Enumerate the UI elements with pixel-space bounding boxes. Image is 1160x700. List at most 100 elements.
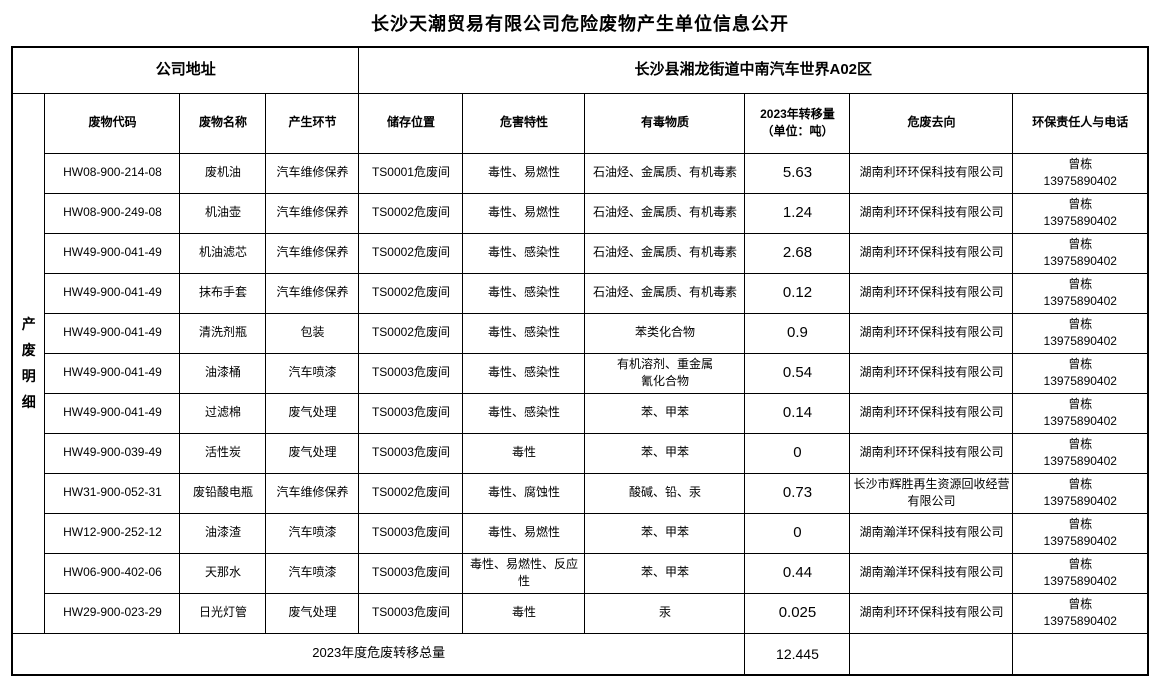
- cell-contact: 曾栋 13975890402: [1012, 272, 1149, 314]
- contact-name: 曾栋: [1068, 477, 1093, 492]
- cell-toxic-substance: 石油烃、金属质、有机毒素: [584, 272, 746, 314]
- cell-toxic-substance: 苯、甲苯: [584, 512, 746, 554]
- table-row: HW49-900-041-49 过滤棉 废气处理 TS0003危废间 毒性、感染性 苯、甲…: [12, 392, 1149, 434]
- contact-name: 曾栋: [1068, 597, 1093, 612]
- cell-waste-name: 油漆渣: [179, 512, 267, 554]
- table-row: HW49-900-041-49 抹布手套 汽车维修保养 TS0002危废间 毒性、感染性…: [12, 272, 1149, 314]
- total-value: 12.445: [744, 632, 851, 676]
- cell-waste-name: 机油壶: [179, 192, 267, 234]
- contact-name: 曾栋: [1068, 277, 1093, 292]
- cell-waste-name: 活性炭: [179, 432, 267, 474]
- cell-storage-location: TS0002危废间: [358, 472, 464, 514]
- cell-contact: 曾栋 13975890402: [1012, 432, 1149, 474]
- cell-waste-name: 日光灯管: [179, 592, 267, 634]
- cell-transfer-amount: 0.025: [744, 592, 851, 634]
- cell-waste-code: HW06-900-402-06: [44, 552, 181, 594]
- col-header-hazard-traits: 危害特性: [462, 92, 586, 154]
- cell-transfer-amount: 2.68: [744, 232, 851, 274]
- cell-contact: 曾栋 13975890402: [1012, 152, 1149, 194]
- cell-hazard-traits: 毒性: [462, 592, 586, 634]
- cell-contact: 曾栋 13975890402: [1012, 192, 1149, 234]
- cell-waste-name: 天那水: [179, 552, 267, 594]
- table-row: HW49-900-041-49 机油滤芯 汽车维修保养 TS0002危废间 毒性、感染性…: [12, 232, 1149, 274]
- table-row: HW49-900-041-49 油漆桶 汽车喷漆 TS0003危废间 毒性、感染性 有机溶…: [12, 352, 1149, 394]
- table-row: HW49-900-039-49 活性炭 废气处理 TS0003危废间 毒性 苯、甲苯 0 湖南…: [12, 432, 1149, 474]
- cell-hazard-traits: 毒性、感染性: [462, 232, 586, 274]
- cell-storage-location: TS0002危废间: [358, 312, 464, 354]
- cell-contact: 曾栋 13975890402: [1012, 392, 1149, 434]
- col-header-contact: 环保责任人与电话: [1012, 92, 1149, 154]
- cell-transfer-amount: 0.44: [744, 552, 851, 594]
- table-row: HW29-900-023-29 日光灯管 废气处理 TS0003危废间 毒性汞 0.025…: [12, 592, 1149, 634]
- cell-transfer-amount: 0.54: [744, 352, 851, 394]
- cell-destination: 长沙市辉胜再生资源回收经营有限公司: [849, 472, 1014, 514]
- cell-storage-location: TS0003危废间: [358, 392, 464, 434]
- cell-storage-location: TS0003危废间: [358, 592, 464, 634]
- contact-phone: 13975890402: [1043, 254, 1117, 268]
- cell-hazard-traits: 毒性、感染性: [462, 272, 586, 314]
- cell-hazard-traits: 毒性、感染性: [462, 312, 586, 354]
- cell-production-stage: 汽车维修保养: [265, 272, 360, 314]
- cell-destination: 湖南瀚洋环保科技有限公司: [849, 512, 1014, 554]
- column-header-row: 产废明细 废物代码 废物名称 产生环节 储存位置 危害特性 有毒物质 2023年…: [11, 92, 1149, 634]
- contact-phone: 13975890402: [1043, 374, 1117, 388]
- cell-storage-location: TS0003危废间: [358, 552, 464, 594]
- col-header-storage-location: 储存位置: [358, 92, 464, 154]
- contact-phone: 13975890402: [1043, 454, 1117, 468]
- table-row: HW49-900-041-49 清洗剂瓶 包装 TS0002危废间 毒性、感染性 苯类化合…: [12, 312, 1149, 354]
- hazardous-waste-table: 公司地址 长沙县湘龙街道中南汽车世界A02区 产废明细 废物代码 废物名称 产生…: [10, 46, 1150, 676]
- cell-storage-location: TS0001危废间: [358, 152, 464, 194]
- contact-phone: 13975890402: [1043, 534, 1117, 548]
- contact-name: 曾栋: [1068, 237, 1093, 252]
- cell-contact: 曾栋 13975890402: [1012, 552, 1149, 594]
- cell-transfer-amount: 0: [744, 432, 851, 474]
- cell-hazard-traits: 毒性、感染性: [462, 352, 586, 394]
- cell-waste-code: HW31-900-052-31: [44, 472, 181, 514]
- cell-production-stage: 汽车维修保养: [265, 192, 360, 234]
- cell-contact: 曾栋 13975890402: [1012, 472, 1149, 514]
- cell-destination: 湖南利环环保科技有限公司: [849, 272, 1014, 314]
- total-destination-empty-cell: [849, 632, 1014, 676]
- contact-name: 曾栋: [1068, 157, 1093, 172]
- col-header-waste-code: 废物代码: [44, 92, 181, 154]
- table-row: HW06-900-402-06 天那水 汽车喷漆 TS0003危废间 毒性、易燃性、反应…: [12, 552, 1149, 594]
- cell-production-stage: 汽车喷漆: [265, 512, 360, 554]
- cell-waste-code: HW49-900-039-49: [44, 432, 181, 474]
- cell-production-stage: 包装: [265, 312, 360, 354]
- contact-phone: 13975890402: [1043, 174, 1117, 188]
- cell-production-stage: 废气处理: [265, 592, 360, 634]
- cell-toxic-substance: 苯、甲苯: [584, 432, 746, 474]
- cell-toxic-substance: 有机溶剂、重金属 氰化合物: [584, 352, 746, 394]
- contact-phone: 13975890402: [1043, 334, 1117, 348]
- cell-production-stage: 废气处理: [265, 392, 360, 434]
- cell-production-stage: 汽车喷漆: [265, 552, 360, 594]
- cell-hazard-traits: 毒性: [462, 432, 586, 474]
- cell-production-stage: 废气处理: [265, 432, 360, 474]
- company-address-label: 公司地址: [11, 46, 360, 94]
- cell-contact: 曾栋 13975890402: [1012, 352, 1149, 394]
- col-header-transfer-amount: 2023年转移量 （单位：吨）: [744, 92, 851, 154]
- company-address-row: 公司地址 长沙县湘龙街道中南汽车世界A02区: [11, 46, 1149, 94]
- cell-waste-name: 抹布手套: [179, 272, 267, 314]
- total-contact-empty-cell: [1012, 632, 1149, 676]
- contact-name: 曾栋: [1068, 517, 1093, 532]
- cell-toxic-substance: 石油烃、金属质、有机毒素: [584, 232, 746, 274]
- cell-transfer-amount: 0.9: [744, 312, 851, 354]
- cell-destination: 湖南利环环保科技有限公司: [849, 432, 1014, 474]
- side-label: 产废明细: [21, 316, 36, 410]
- cell-destination: 湖南利环环保科技有限公司: [849, 152, 1014, 194]
- table-row: HW08-900-214-08 废机油 汽车维修保养 TS0001危废间 毒性、易燃性石…: [12, 152, 1149, 194]
- cell-storage-location: TS0003危废间: [358, 352, 464, 394]
- cell-waste-code: HW49-900-041-49: [44, 392, 181, 434]
- cell-transfer-amount: 0.12: [744, 272, 851, 314]
- contact-name: 曾栋: [1068, 197, 1093, 212]
- contact-phone: 13975890402: [1043, 294, 1117, 308]
- contact-phone: 13975890402: [1043, 614, 1117, 628]
- contact-name: 曾栋: [1068, 357, 1093, 372]
- cell-waste-code: HW12-900-252-12: [44, 512, 181, 554]
- cell-waste-name: 过滤棉: [179, 392, 267, 434]
- cell-toxic-substance: 苯、甲苯: [584, 552, 746, 594]
- cell-toxic-substance: 石油烃、金属质、有机毒素: [584, 152, 746, 194]
- cell-hazard-traits: 毒性、感染性: [462, 392, 586, 434]
